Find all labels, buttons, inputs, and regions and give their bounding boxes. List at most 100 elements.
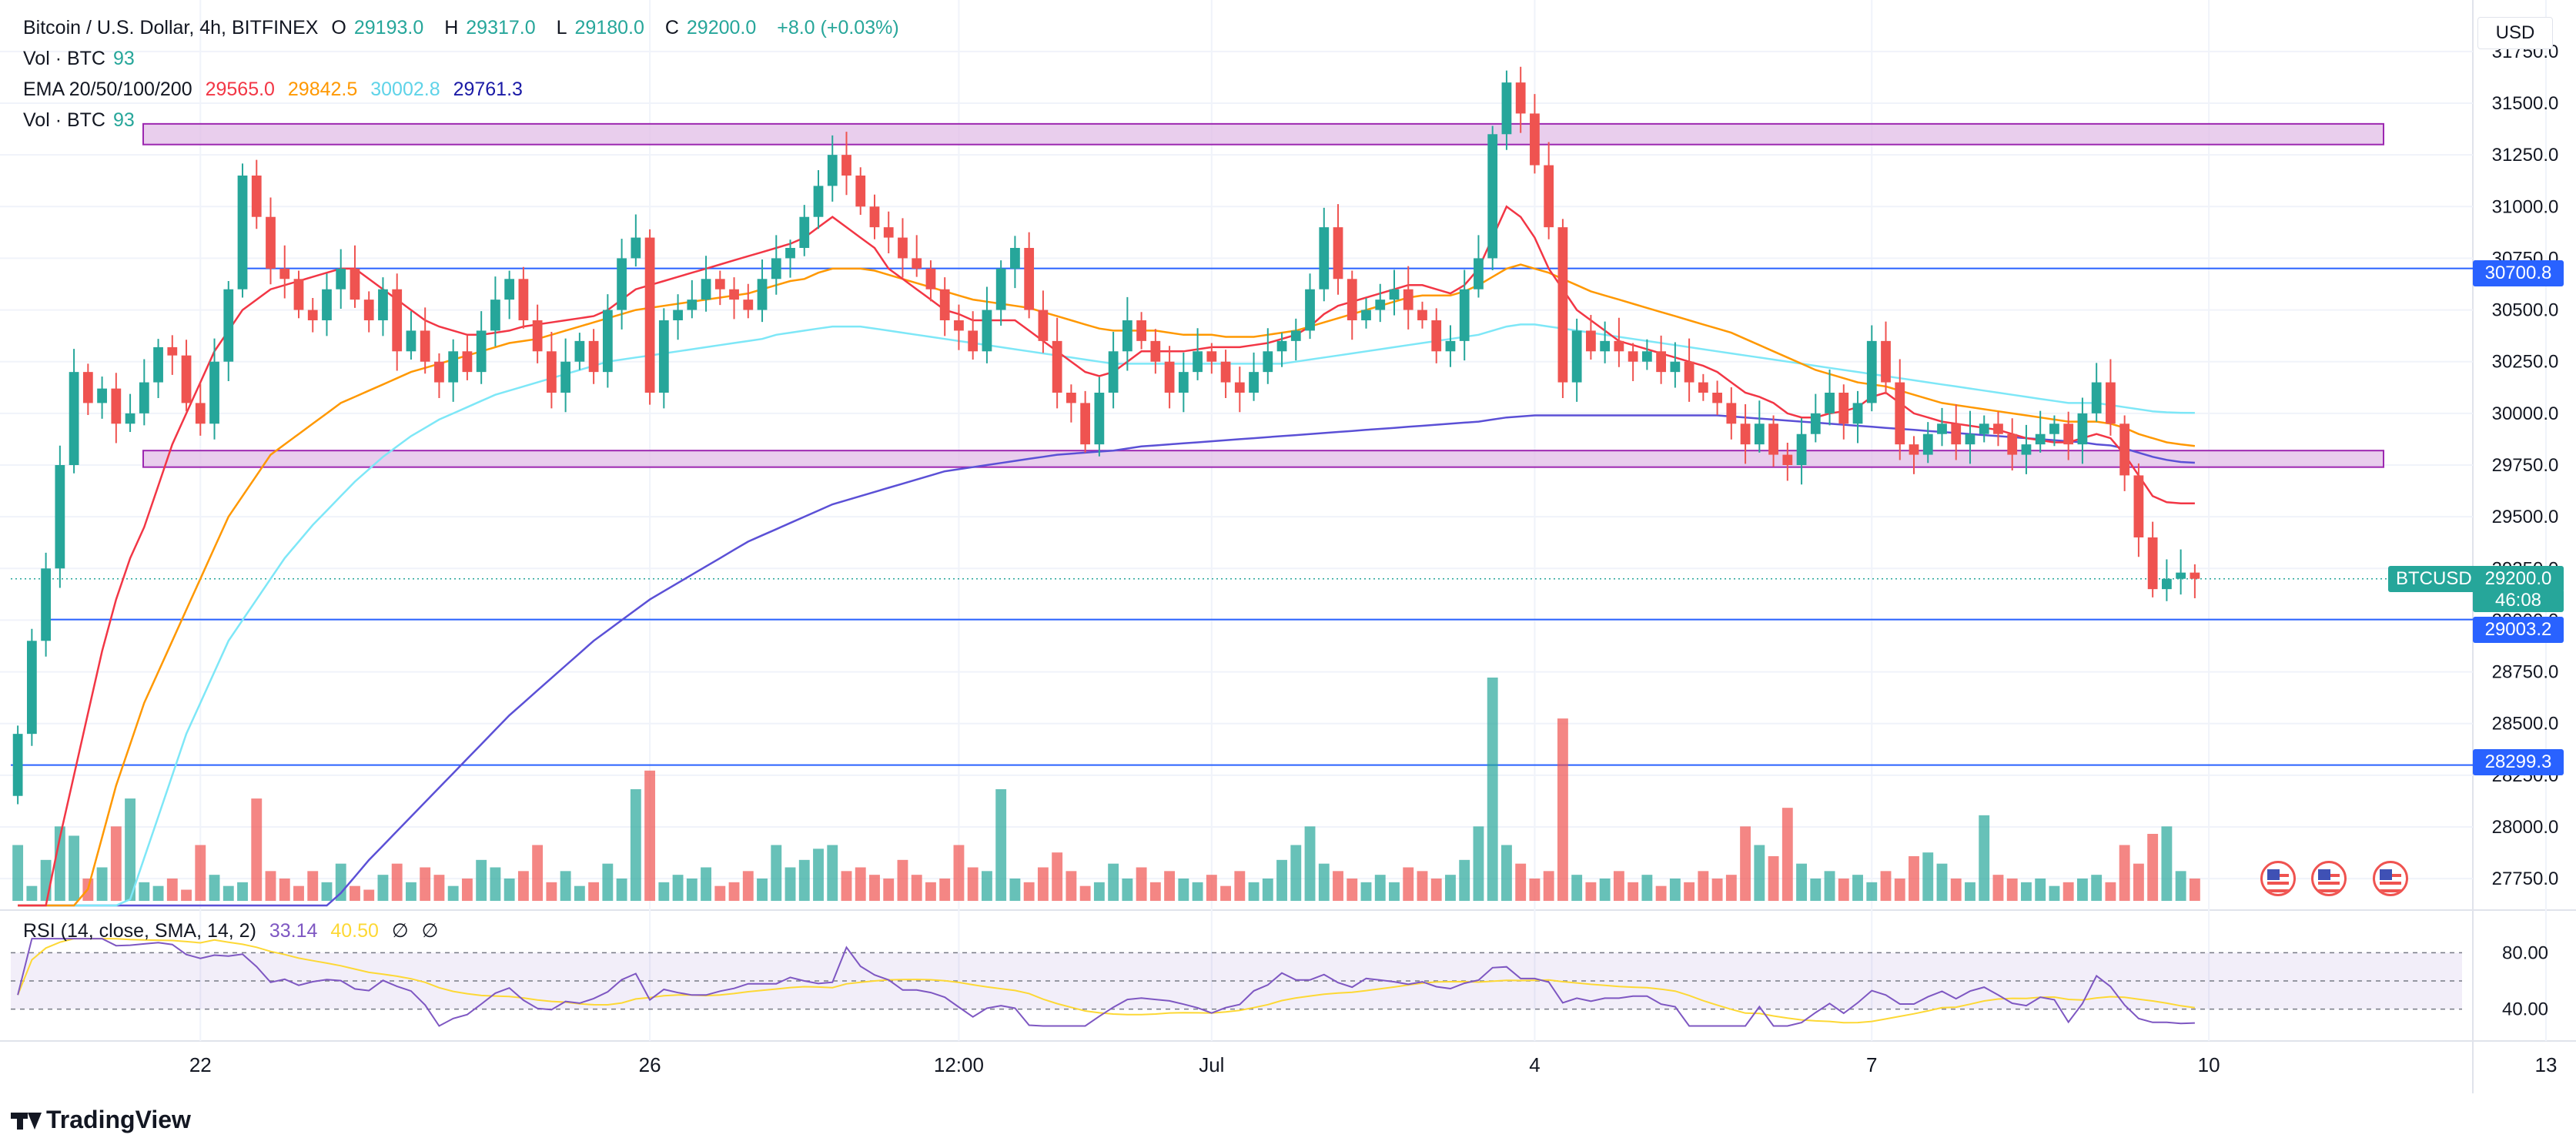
- candle-body: [1193, 351, 1203, 373]
- volume-bar: [883, 879, 895, 901]
- volume-bar: [644, 770, 656, 901]
- volume-bar: [1557, 718, 1568, 901]
- last-price-badge: 29200.0: [2473, 566, 2564, 592]
- candle-body: [1136, 320, 1146, 341]
- candle-body: [26, 641, 37, 735]
- volume-bar: [1290, 845, 1302, 901]
- time-tick-label: 13: [2535, 1053, 2558, 1076]
- volume-bar: [1824, 871, 1835, 901]
- volume-bar: [1417, 871, 1428, 901]
- candle-body: [729, 289, 739, 300]
- time-tick-label: 26: [639, 1053, 661, 1076]
- ema200-line: [18, 414, 2195, 907]
- volume-bar: [1220, 885, 1232, 901]
- candle-body: [2077, 413, 2088, 445]
- candle-body: [1852, 403, 1863, 424]
- ema20-line: [18, 205, 2195, 907]
- candle-body: [560, 361, 571, 393]
- candle-body: [1993, 423, 2003, 434]
- hline-label-1: 30700.8: [2473, 260, 2564, 286]
- candle-body: [1375, 300, 1386, 310]
- candle-body: [1754, 423, 1765, 445]
- volume-bar: [1571, 875, 1583, 901]
- volume-bar: [1965, 882, 1975, 901]
- candle-body: [785, 248, 795, 259]
- volume-bar: [293, 885, 304, 901]
- candle-body: [1066, 393, 1076, 403]
- candle-body: [350, 268, 360, 300]
- volume-bar: [1234, 871, 1246, 901]
- volume-bar: [714, 885, 726, 901]
- volume-bar: [757, 879, 768, 901]
- volume-bar: [981, 871, 992, 901]
- us-flag-icon[interactable]: [2260, 861, 2296, 896]
- candle-body: [97, 388, 107, 403]
- us-flag-icon[interactable]: [2311, 861, 2347, 896]
- candle-body: [1417, 310, 1427, 320]
- volume-bar: [728, 882, 740, 901]
- candle-body: [462, 351, 473, 373]
- tradingview-logo[interactable]: TradingView: [11, 1106, 191, 1134]
- volume-bar: [139, 882, 150, 901]
- volume-bar: [1445, 875, 1456, 901]
- volume-bar: [1052, 852, 1063, 901]
- candle-body: [518, 279, 529, 320]
- volume-bar: [1262, 879, 1273, 901]
- candle-body: [757, 279, 768, 310]
- candle-body: [1333, 227, 1343, 279]
- candle-body: [1038, 310, 1049, 341]
- rsi-sma-line: [17, 938, 2196, 1024]
- candle-body: [167, 346, 178, 356]
- candle-body: [279, 268, 290, 279]
- volume-bar: [1880, 871, 1892, 901]
- volume-bar: [1037, 867, 1049, 901]
- volume-bar: [911, 875, 922, 901]
- candle-body: [125, 413, 135, 424]
- candle-body: [1263, 351, 1273, 373]
- candle-body: [1206, 351, 1217, 362]
- candle-body: [1347, 279, 1357, 320]
- volume-bar: [1136, 867, 1147, 901]
- volume-bar: [560, 871, 571, 901]
- candle-body: [771, 258, 781, 279]
- volume-bar: [967, 867, 979, 901]
- volume-bar: [1796, 863, 1807, 901]
- volume-bar: [1276, 859, 1287, 901]
- volume-bar: [237, 882, 248, 901]
- candle-body: [420, 330, 430, 362]
- currency-button[interactable]: USD: [2477, 17, 2553, 49]
- candle-body: [2147, 537, 2158, 590]
- hline-label-2: 29003.2: [2473, 617, 2564, 643]
- volume-bar: [1894, 879, 1905, 901]
- candle-body: [1628, 351, 1638, 362]
- us-flag-icon[interactable]: [2373, 861, 2408, 896]
- volume-bar: [195, 845, 206, 901]
- volume-bar: [1740, 826, 1751, 901]
- candle-body: [1557, 227, 1568, 383]
- price-tick-label: 31000.0: [2492, 196, 2559, 217]
- volume-bar: [2021, 882, 2032, 901]
- candle-body: [827, 155, 838, 186]
- time-tick-label: 7: [1866, 1053, 1877, 1076]
- candle-body: [12, 734, 23, 796]
- candle-body: [153, 346, 163, 383]
- candle-body: [701, 279, 711, 300]
- volume-bar: [222, 885, 234, 901]
- volume-bar: [1992, 875, 2004, 901]
- volume-bar: [1852, 875, 1863, 901]
- candle-body: [195, 403, 206, 424]
- volume-bar: [363, 889, 375, 901]
- candle-body: [1122, 320, 1132, 352]
- volume-bar: [953, 845, 965, 901]
- volume-bar: [391, 863, 403, 901]
- candle-body: [925, 268, 936, 290]
- candle-body: [392, 289, 403, 352]
- candle-body: [490, 300, 500, 331]
- candle-body: [1895, 382, 1905, 445]
- volume-bar: [1979, 815, 1990, 901]
- candle-body: [658, 320, 669, 393]
- candle-body: [1403, 289, 1413, 310]
- price-zone: [142, 450, 2384, 468]
